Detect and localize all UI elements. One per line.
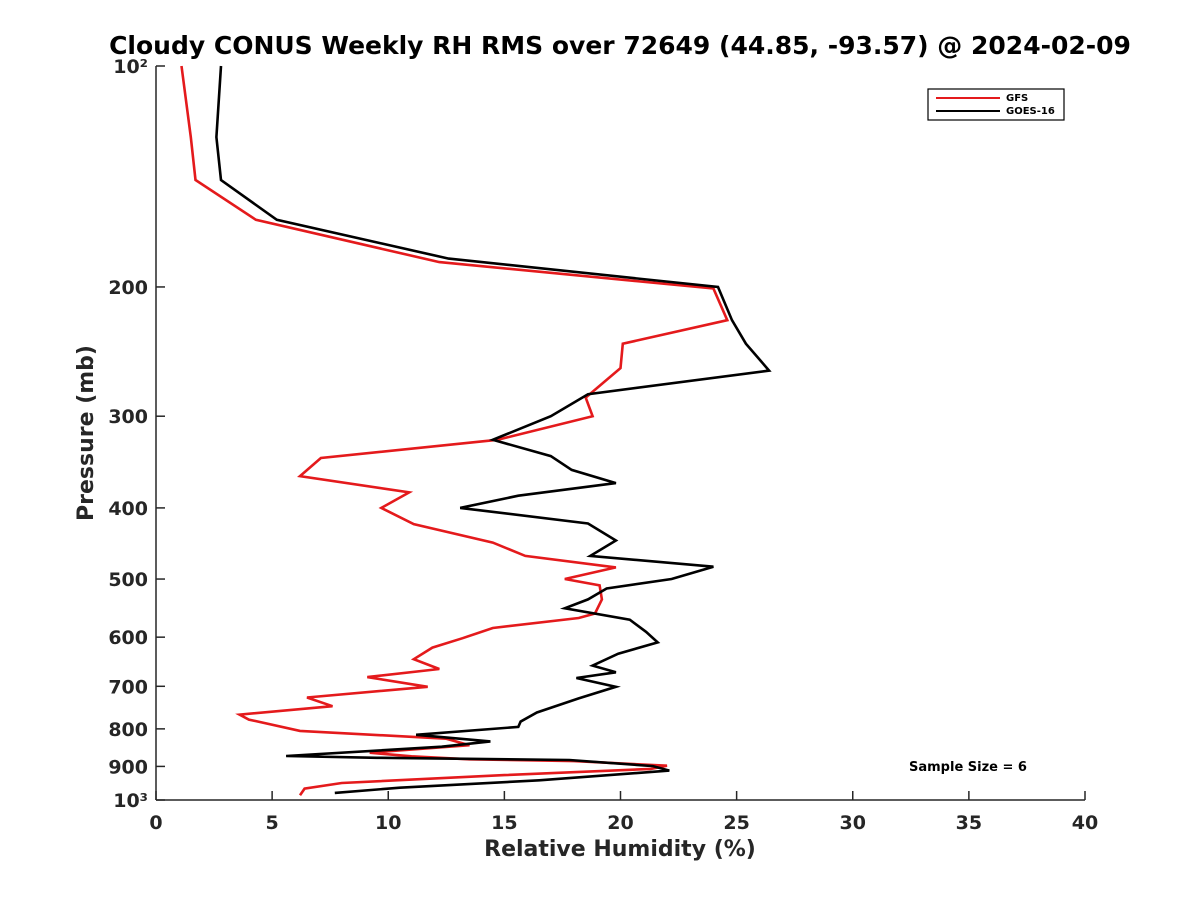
x-axis-label: Relative Humidity (%) (484, 837, 756, 862)
y-tick-label: 800 (108, 719, 148, 741)
y-tick-label: 10² (113, 56, 148, 78)
y-axis-ticks: 10² 200 300 400 500 600 700 800 900 10³ (108, 56, 165, 812)
series-layer (180, 65, 772, 796)
x-tick-label: 25 (723, 812, 749, 834)
chart-title: Cloudy CONUS Weekly RH RMS over 72649 (4… (109, 31, 1131, 60)
legend: GFS GOES-16 (927, 88, 1065, 121)
x-tick-label: 30 (840, 812, 866, 834)
y-tick-label: 700 (108, 676, 148, 698)
legend-label-goes16: GOES-16 (1006, 106, 1055, 117)
y-tick-label: 500 (108, 569, 148, 591)
y-axis-label: Pressure (mb) (74, 345, 99, 521)
x-tick-label: 40 (1072, 812, 1098, 834)
legend-box (927, 88, 1065, 121)
y-tick-label: 600 (108, 627, 148, 649)
x-tick-label: 15 (491, 812, 517, 834)
x-tick-label: 10 (375, 812, 401, 834)
series-line-goes16 (215, 65, 772, 795)
x-tick-label: 5 (266, 812, 279, 834)
x-axis-ticks: 0 5 10 15 20 25 30 35 40 (149, 791, 1098, 834)
y-tick-label: 10³ (113, 790, 148, 812)
x-tick-label: 20 (607, 812, 633, 834)
series-line-gfs (180, 65, 730, 796)
sample-size-annotation: Sample Size = 6 (909, 760, 1027, 775)
x-tick-label: 0 (149, 812, 162, 834)
y-tick-label: 200 (108, 277, 148, 299)
x-tick-label: 35 (956, 812, 982, 834)
y-tick-label: 400 (108, 498, 148, 520)
legend-label-gfs: GFS (1006, 93, 1028, 104)
y-tick-label: 900 (108, 756, 148, 778)
y-tick-label: 300 (108, 406, 148, 428)
